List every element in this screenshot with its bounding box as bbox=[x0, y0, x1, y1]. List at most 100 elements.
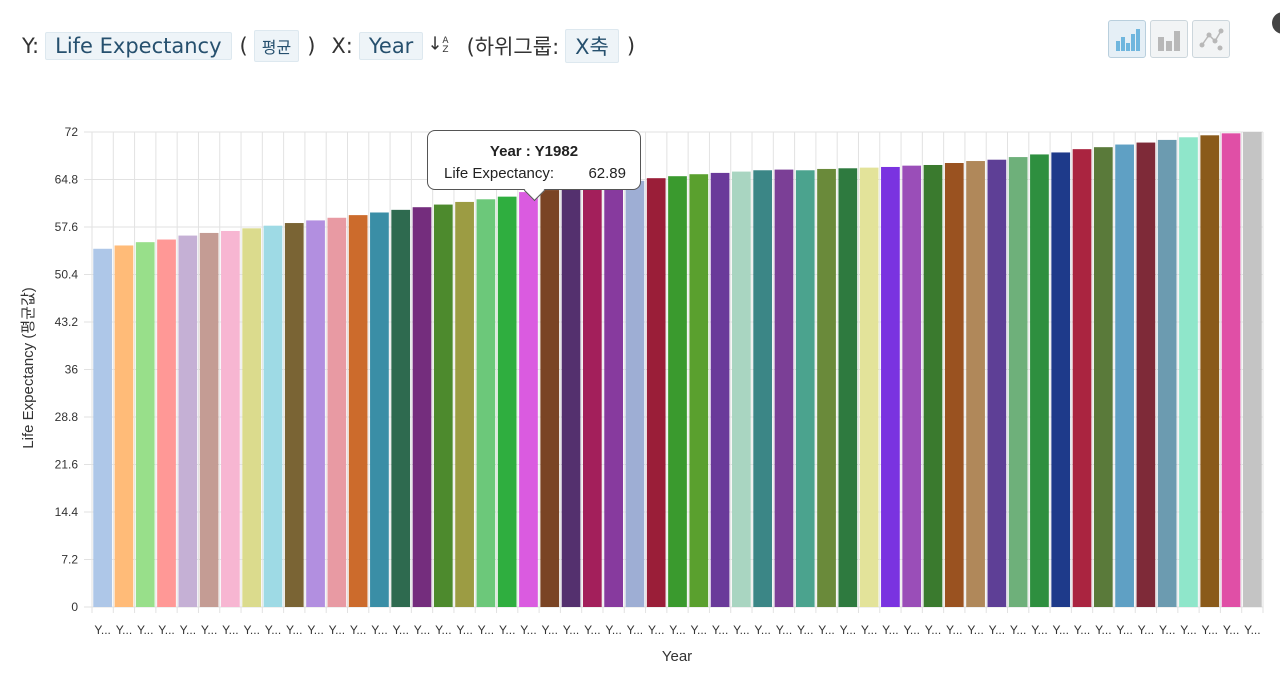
y-axis-title: Life Expectancy (평균값) bbox=[20, 287, 37, 448]
bar[interactable] bbox=[327, 217, 347, 607]
x-tick-label: Y... bbox=[946, 623, 962, 637]
bar[interactable] bbox=[1179, 137, 1198, 607]
bar[interactable] bbox=[476, 199, 496, 607]
bar[interactable] bbox=[1008, 157, 1028, 607]
bar[interactable] bbox=[433, 204, 453, 607]
x-tick-label: Y... bbox=[1223, 623, 1239, 637]
x-tick-label: Y... bbox=[1116, 623, 1132, 637]
x-tick-label: Y... bbox=[1244, 623, 1260, 637]
x-tick-label: Y... bbox=[1095, 623, 1111, 637]
bar[interactable] bbox=[221, 230, 240, 608]
bar[interactable] bbox=[135, 242, 155, 607]
bar[interactable] bbox=[1221, 133, 1241, 607]
tooltip-label: Life Expectancy: bbox=[444, 165, 555, 182]
bar-highlighted[interactable] bbox=[519, 192, 538, 607]
bar[interactable] bbox=[1157, 139, 1177, 607]
bar[interactable] bbox=[646, 178, 666, 608]
bar[interactable] bbox=[391, 209, 411, 607]
scatter-plot-icon bbox=[1199, 28, 1224, 51]
bar[interactable] bbox=[199, 232, 219, 607]
x-field-selector[interactable]: Year bbox=[358, 32, 424, 60]
bar[interactable] bbox=[540, 190, 560, 608]
bar[interactable] bbox=[838, 168, 858, 607]
bar[interactable] bbox=[1136, 142, 1156, 608]
bar[interactable] bbox=[263, 225, 283, 608]
bar[interactable] bbox=[604, 183, 623, 607]
bar[interactable] bbox=[497, 196, 517, 607]
bar[interactable] bbox=[455, 201, 474, 608]
sort-ascending-icon[interactable]: ↓A Z bbox=[427, 33, 449, 55]
x-tick-label: Y... bbox=[350, 623, 366, 637]
bar[interactable] bbox=[923, 164, 943, 607]
bar[interactable] bbox=[306, 220, 325, 607]
y-tick-label: 64.8 bbox=[55, 173, 79, 187]
bar[interactable] bbox=[412, 207, 432, 607]
paren-open: ( bbox=[239, 34, 248, 58]
bar-chart-colored-icon bbox=[1116, 29, 1140, 51]
bar[interactable] bbox=[859, 167, 879, 607]
bar[interactable] bbox=[114, 245, 134, 607]
y-tick-label: 72 bbox=[65, 125, 79, 139]
y-tick-label: 50.4 bbox=[55, 268, 79, 282]
bar[interactable] bbox=[157, 239, 176, 607]
bar[interactable] bbox=[1115, 144, 1134, 607]
bar[interactable] bbox=[987, 159, 1007, 608]
bar[interactable] bbox=[732, 171, 751, 607]
tooltip-title: Year : Y1982 bbox=[489, 143, 579, 160]
bar[interactable] bbox=[1051, 152, 1071, 607]
subgroup-selector[interactable]: X축 bbox=[565, 29, 619, 63]
bar[interactable] bbox=[774, 169, 794, 607]
x-tick-label: Y... bbox=[158, 623, 174, 637]
x-tick-label: Y... bbox=[1053, 623, 1069, 637]
bar[interactable] bbox=[625, 180, 645, 607]
x-tick-label: Y... bbox=[691, 623, 707, 637]
x-tick-label: Y... bbox=[265, 623, 281, 637]
bar[interactable] bbox=[370, 212, 389, 607]
x-tick-label: Y... bbox=[605, 623, 621, 637]
bar[interactable] bbox=[1093, 147, 1113, 607]
x-tick-label: Y... bbox=[520, 623, 536, 637]
bar[interactable] bbox=[1242, 132, 1262, 607]
x-tick-label: Y... bbox=[776, 623, 792, 637]
x-tick-label: Y... bbox=[861, 623, 877, 637]
y-field-selector[interactable]: Life Expectancy bbox=[45, 32, 232, 60]
bar[interactable] bbox=[348, 215, 368, 607]
bar[interactable] bbox=[817, 168, 836, 607]
bar[interactable] bbox=[561, 188, 581, 607]
x-tick-label: Y... bbox=[1074, 623, 1090, 637]
bar[interactable] bbox=[753, 170, 773, 607]
x-tick-label: Y... bbox=[669, 623, 685, 637]
bar[interactable] bbox=[93, 248, 113, 608]
y-tick-label: 43.2 bbox=[55, 315, 79, 329]
x-tick-label: Y... bbox=[542, 623, 558, 637]
bar[interactable] bbox=[242, 228, 262, 607]
aggregation-selector[interactable]: 평균 bbox=[253, 30, 300, 62]
bar[interactable] bbox=[689, 174, 709, 607]
bar[interactable] bbox=[710, 172, 730, 607]
scatter-plot-button[interactable] bbox=[1192, 20, 1230, 58]
x-tick-label: Y... bbox=[94, 623, 110, 637]
bar[interactable] bbox=[944, 163, 964, 607]
bar-chart-colored-button[interactable] bbox=[1108, 20, 1146, 58]
bar[interactable] bbox=[1072, 149, 1092, 607]
bar[interactable] bbox=[881, 166, 900, 607]
x-tick-label: Y... bbox=[627, 623, 643, 637]
bar[interactable] bbox=[966, 161, 985, 607]
x-tick-label: Y... bbox=[371, 623, 387, 637]
bar-chart-gray-button[interactable] bbox=[1150, 20, 1188, 58]
bar[interactable] bbox=[668, 176, 687, 607]
bar[interactable] bbox=[178, 235, 198, 607]
x-tick-label: Y... bbox=[478, 623, 494, 637]
y-tick-label: 7.2 bbox=[61, 553, 78, 567]
bar[interactable] bbox=[1200, 135, 1220, 607]
bar[interactable] bbox=[582, 186, 602, 607]
bar[interactable] bbox=[795, 170, 815, 607]
x-tick-label: Y... bbox=[584, 623, 600, 637]
bar[interactable] bbox=[902, 165, 922, 607]
bar[interactable] bbox=[1030, 154, 1049, 608]
bar[interactable] bbox=[284, 223, 304, 607]
y-prefix-label: Y: bbox=[22, 34, 40, 58]
x-prefix-label: X: bbox=[331, 34, 353, 58]
x-tick-label: Y... bbox=[456, 623, 472, 637]
x-tick-label: Y... bbox=[754, 623, 770, 637]
